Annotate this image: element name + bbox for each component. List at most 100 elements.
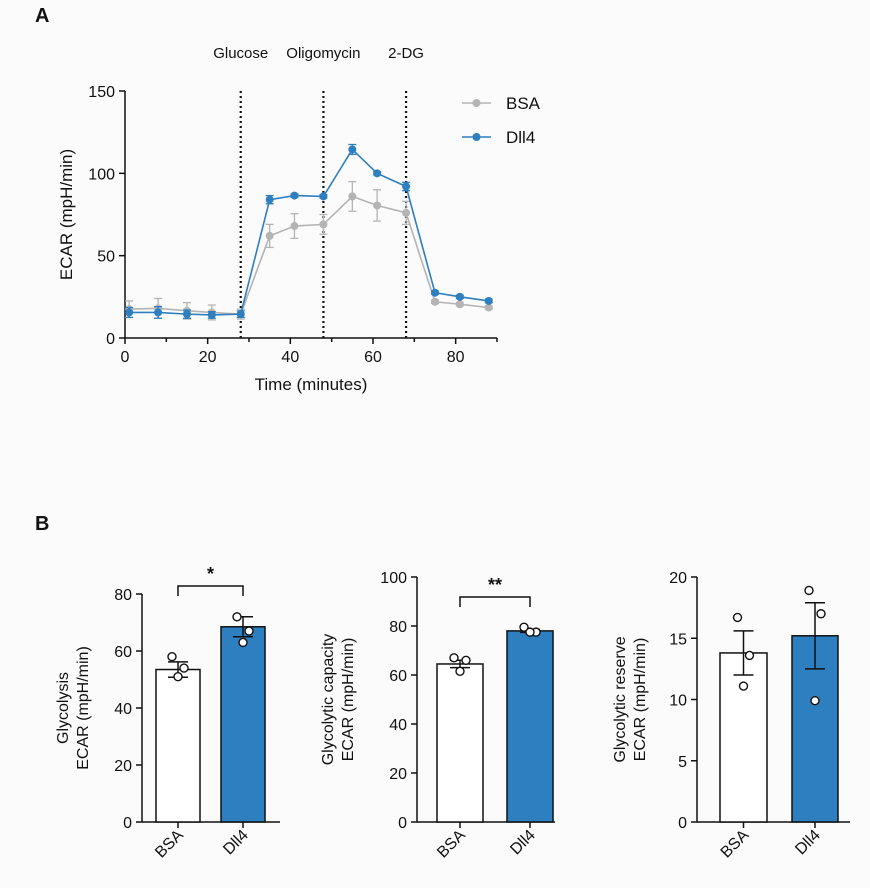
bar-chart-1-point-dll4 (232, 612, 242, 622)
bar-chart-1-y-axis-label: ECAR (mpH/min) (75, 646, 92, 770)
series-line-bsa (129, 195, 489, 315)
bar-chart-3-point-dll4 (810, 696, 820, 706)
legend-marker-dll4 (472, 133, 481, 141)
data-point-dll4 (431, 288, 439, 297)
bar-chart-2-y-axis-label: ECAR (mpH/min) (340, 638, 357, 762)
bar-chart-2-significance-bracket (459, 596, 531, 607)
bar-chart-1-y-tick-label: 20 (114, 758, 132, 775)
data-point-bsa (319, 220, 328, 229)
bar-chart-1-y-tick-label: 60 (114, 644, 132, 661)
bar-chart-1-y-tick-label: 80 (114, 587, 132, 604)
data-point-dll4 (265, 195, 274, 204)
bar-chart-2-category-label: Dll4 (507, 827, 539, 859)
bar-chart-3-y-tick-label: 5 (678, 754, 687, 771)
ecar-x-tick-label: 0 (121, 349, 130, 366)
ecar-x-tick-label: 20 (199, 349, 217, 366)
ecar-x-axis-label: Time (minutes) (255, 375, 368, 394)
bar-chart-3-point-bsa (738, 681, 749, 691)
bar-chart-3-y-axis-label: ECAR (mpH/min) (632, 638, 649, 762)
bar-chart-1-bar-bsa (155, 668, 201, 823)
bar-chart-2-significance-label: ** (488, 575, 502, 595)
ecar-y-tick-label: 150 (88, 84, 115, 101)
ecar-x-tick-label: 60 (364, 349, 382, 366)
bar-chart-2-y-tick-label: 80 (389, 619, 407, 636)
bar-chart-2-y-tick-label: 100 (380, 570, 407, 587)
bar-chart-3-y-axis-label: Glycolytic reserve (612, 636, 629, 762)
data-point-dll4 (319, 192, 328, 201)
legend-label-dll4: Dll4 (506, 128, 535, 147)
data-point-dll4 (154, 308, 163, 317)
data-point-dll4 (402, 182, 411, 191)
data-point-bsa (484, 303, 493, 312)
bar-chart-1-y-tick-label: 0 (123, 815, 132, 832)
bar-chart-2-y-tick-label: 20 (389, 766, 407, 783)
bar-chart-1-category-label: BSA (152, 827, 187, 862)
panel-label-b: B (35, 513, 49, 535)
panel-label-a: A (35, 5, 49, 27)
bar-chart-1-y-axis-label: Glycolysis (55, 672, 72, 744)
data-point-bsa (265, 231, 274, 240)
bar-chart-2-category-label: BSA (434, 827, 469, 862)
bar-chart-1-significance-label: * (207, 564, 214, 584)
bar-chart-2-bar-dll4 (506, 630, 554, 823)
data-point-dll4 (348, 145, 357, 154)
bar-chart-2-y-tick-label: 40 (389, 717, 407, 734)
data-point-dll4 (125, 308, 134, 317)
data-point-bsa (402, 208, 411, 217)
bar-chart-3-category-label: BSA (718, 827, 753, 862)
bar-chart-2-y-tick-label: 60 (389, 668, 407, 685)
bar-chart-3-bar-bsa (719, 652, 768, 823)
data-point-bsa (348, 192, 357, 201)
bar-chart-2-y-axis-label: Glycolytic capacity (320, 634, 337, 766)
bar-chart-1-y-tick-label: 40 (114, 701, 132, 718)
ecar-y-tick-label: 50 (97, 249, 115, 266)
data-point-dll4 (207, 310, 216, 319)
data-point-bsa (455, 300, 464, 309)
bar-chart-1-point-bsa (179, 663, 189, 673)
legend-marker-bsa (472, 99, 481, 107)
bar-chart-3-y-tick-label: 20 (669, 570, 687, 587)
bar-chart-3-point-dll4 (804, 585, 814, 596)
ecar-x-tick-label: 40 (281, 349, 299, 366)
bar-chart-2-point-bsa (461, 655, 471, 665)
data-point-dll4 (183, 310, 191, 319)
data-point-dll4 (290, 191, 299, 200)
bar-chart-3-y-tick-label: 15 (669, 631, 687, 648)
data-point-bsa (431, 297, 439, 306)
data-point-dll4 (236, 310, 245, 319)
bar-chart-2-point-dll4 (519, 622, 529, 632)
bar-chart-2-point-bsa (455, 666, 465, 677)
bar-chart-1-category-label: Dll4 (220, 827, 252, 859)
bar-chart-1-point-dll4 (238, 637, 248, 648)
bar-chart-1-point-bsa (173, 671, 183, 682)
bar-chart-1-significance-bracket (177, 585, 244, 596)
bar-chart-3-y-tick-label: 10 (669, 693, 687, 710)
bar-chart-2-point-bsa (449, 653, 459, 663)
bar-chart-3-category-label: Dll4 (792, 827, 824, 859)
ecar-x-tick-label: 80 (447, 349, 465, 366)
bar-chart-2-point-dll4 (525, 627, 535, 637)
bar-chart-1-point-bsa (167, 652, 177, 662)
ecar-y-tick-label: 0 (106, 331, 115, 348)
injection-marker-label: Glucose (213, 45, 268, 62)
data-point-bsa (373, 201, 382, 210)
bar-chart-3-point-dll4 (816, 609, 826, 619)
injection-marker-label: Oligomycin (286, 45, 360, 62)
data-point-bsa (290, 222, 299, 231)
bar-chart-3-point-bsa (732, 612, 743, 623)
bar-chart-2-bar-bsa (436, 663, 484, 823)
ecar-y-tick-label: 100 (88, 166, 115, 183)
data-point-dll4 (484, 296, 493, 305)
bar-chart-2-y-tick-label: 0 (398, 815, 407, 832)
bar-chart-3-point-bsa (744, 650, 755, 661)
bar-chart-1-point-dll4 (244, 626, 254, 636)
data-point-dll4 (373, 169, 382, 178)
ecar-y-axis-label: ECAR (mpH/min) (57, 149, 76, 280)
bar-chart-3-y-tick-label: 0 (678, 815, 687, 832)
injection-marker-label: 2-DG (388, 45, 424, 62)
legend-label-bsa: BSA (506, 94, 541, 113)
bar-chart-1-bar-dll4 (220, 626, 266, 823)
series-line-dll4 (129, 148, 489, 316)
